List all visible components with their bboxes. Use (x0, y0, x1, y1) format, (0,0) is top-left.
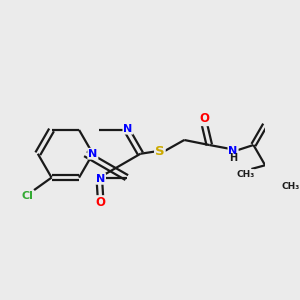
Text: O: O (199, 112, 209, 125)
Text: N: N (88, 149, 98, 159)
Text: N: N (96, 174, 105, 184)
Text: CH₃: CH₃ (236, 169, 254, 178)
Text: O: O (95, 196, 106, 209)
Text: S: S (155, 145, 165, 158)
Text: N: N (228, 146, 238, 156)
Text: H: H (229, 152, 237, 163)
Text: Cl: Cl (22, 191, 34, 201)
Text: N: N (123, 124, 133, 134)
Text: CH₃: CH₃ (282, 182, 300, 191)
